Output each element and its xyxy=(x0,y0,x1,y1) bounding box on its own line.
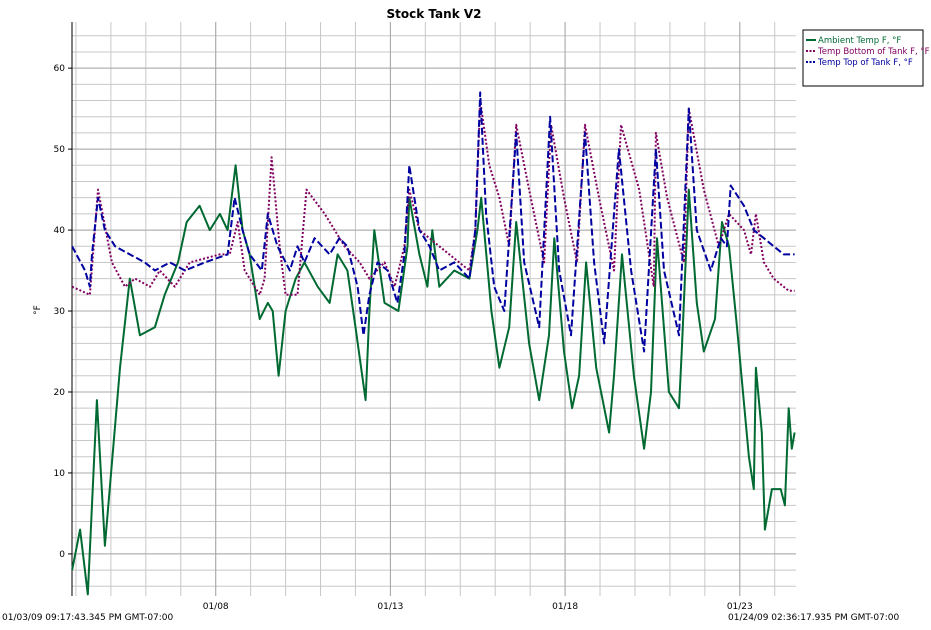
y-tick-label: 40 xyxy=(54,226,66,236)
end-time-label: 01/24/09 02:36:17.935 PM GMT-07:00 xyxy=(728,613,900,623)
y-tick-label: 0 xyxy=(59,550,65,560)
y-tick-label: 60 xyxy=(54,64,66,74)
x-tick-label: 01/18 xyxy=(552,602,578,612)
legend-label: Temp Top of Tank F, °F xyxy=(817,58,913,68)
legend-box xyxy=(802,29,924,87)
series-line xyxy=(71,91,795,353)
y-tick-label: 50 xyxy=(54,145,66,155)
x-tick-label: 01/08 xyxy=(203,602,229,612)
y-tick-label: 30 xyxy=(54,307,66,317)
x-tick-label: 01/23 xyxy=(727,602,753,612)
legend-label: Temp Bottom of Tank F, °F xyxy=(817,47,930,57)
x-tick-label: 01/13 xyxy=(377,602,403,612)
y-axis-label: °F xyxy=(33,305,43,315)
series-line xyxy=(71,164,796,596)
y-tick-label: 10 xyxy=(54,469,66,479)
chart-title: Stock Tank V2 xyxy=(387,7,482,21)
series-line xyxy=(71,99,795,296)
start-time-label: 01/03/09 09:17:43.345 PM GMT-07:00 xyxy=(2,613,174,623)
legend-label: Ambient Temp F, °F xyxy=(818,36,901,46)
y-tick-label: 20 xyxy=(54,388,66,398)
